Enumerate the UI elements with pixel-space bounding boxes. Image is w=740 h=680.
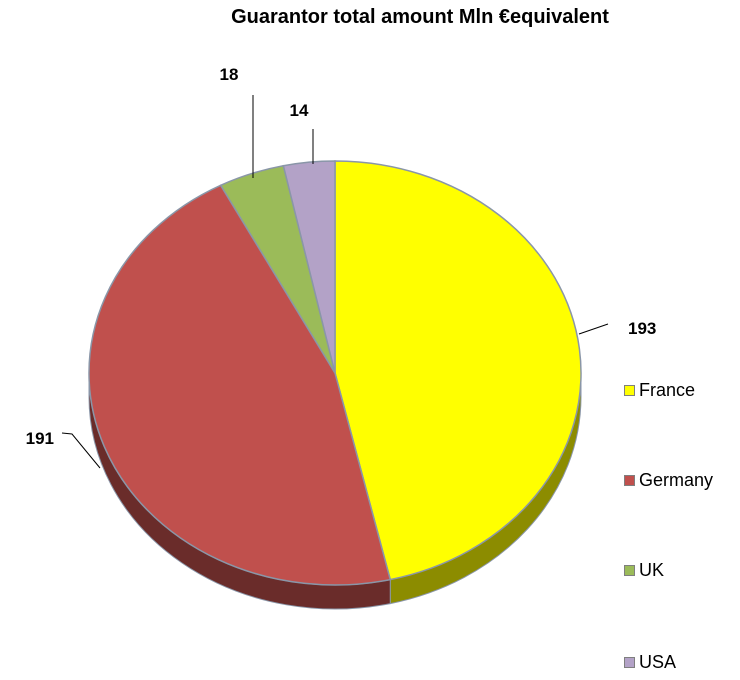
legend-item-uk: UK [624, 560, 664, 581]
data-label-uk: 18 [220, 65, 239, 84]
legend-label: France [639, 380, 696, 400]
legend-item-france: France [624, 380, 695, 401]
leader-line-france [578, 323, 609, 335]
legend-label: USA [639, 652, 677, 672]
legend-item-usa: USA [624, 652, 676, 673]
pie-slice-france [334, 160, 582, 581]
leader-line-germany [61, 432, 101, 469]
data-label-france: 193 [628, 319, 656, 338]
legend-swatch-france [624, 385, 635, 396]
chart-title: Guarantor total amount Mln €equivalent [231, 6, 609, 28]
legend-label: Germany [639, 470, 714, 490]
legend-swatch-usa [624, 657, 635, 668]
legend-label: UK [639, 560, 665, 580]
data-label-germany: 191 [26, 429, 54, 448]
pie-slice-germany [88, 184, 392, 586]
legend-swatch-uk [624, 565, 635, 576]
pie-slice-usa [282, 160, 336, 374]
data-label-usa: 14 [290, 101, 309, 120]
legend-item-germany: Germany [624, 470, 713, 491]
legend-swatch-germany [624, 475, 635, 486]
